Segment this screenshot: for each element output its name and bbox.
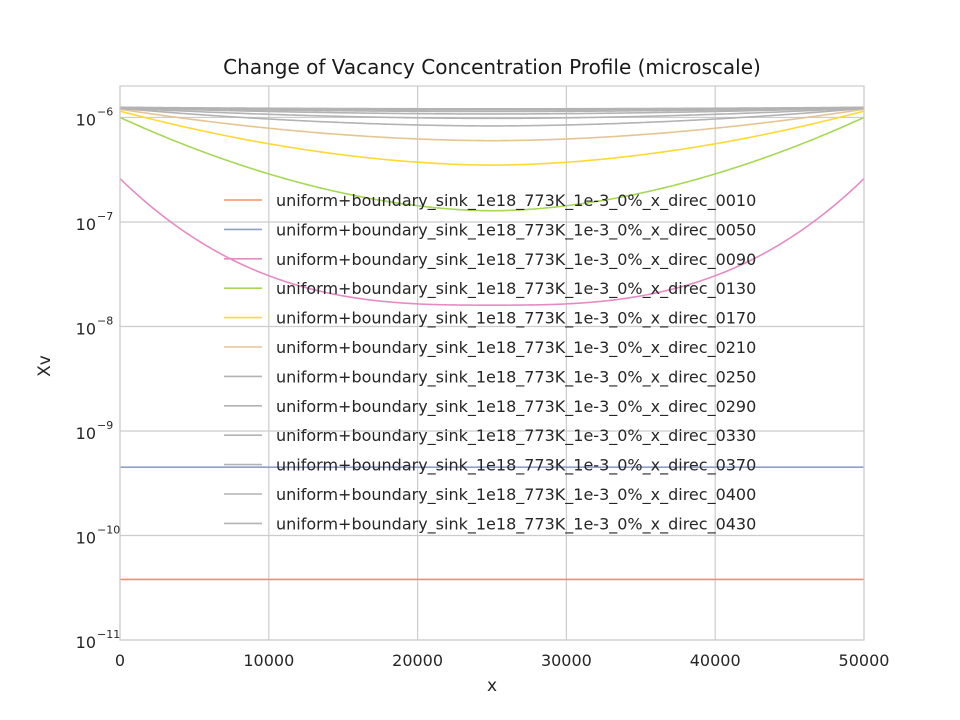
legend-entry: uniform+boundary_sink_1e18_773K_1e-3_0%_…: [276, 397, 756, 417]
plot-frame: [119, 85, 865, 641]
x-tick-label: 10000: [243, 651, 294, 670]
series-line: [119, 110, 865, 166]
legend-entry: uniform+boundary_sink_1e18_773K_1e-3_0%_…: [276, 220, 756, 240]
legend-entry: uniform+boundary_sink_1e18_773K_1e-3_0%_…: [276, 367, 756, 387]
y-tick-exponent: −6: [97, 105, 113, 118]
x-tick-label: 20000: [392, 651, 443, 670]
series-line: [119, 106, 865, 113]
legend-entry: uniform+boundary_sink_1e18_773K_1e-3_0%_…: [276, 191, 756, 211]
legend: uniform+boundary_sink_1e18_773K_1e-3_0%_…: [224, 191, 756, 534]
x-tick-label: 50000: [839, 651, 890, 670]
y-tick-exponent: −9: [97, 419, 113, 432]
y-tick-exponent: −8: [97, 314, 113, 327]
y-tick-label: 10: [76, 215, 96, 234]
series-line: [119, 106, 865, 110]
legend-entry: uniform+boundary_sink_1e18_773K_1e-3_0%_…: [276, 309, 756, 329]
series-line: [119, 106, 865, 115]
legend-entry: uniform+boundary_sink_1e18_773K_1e-3_0%_…: [276, 514, 756, 534]
series-line: [119, 107, 865, 127]
series-line: [119, 108, 865, 142]
legend-entry: uniform+boundary_sink_1e18_773K_1e-3_0%_…: [276, 426, 756, 446]
y-axis-label: Xv: [35, 355, 55, 377]
chart-title: Change of Vacancy Concentration Profile …: [223, 55, 761, 79]
x-axis-label: x: [487, 676, 497, 696]
series-line: [119, 116, 865, 212]
legend-entry: uniform+boundary_sink_1e18_773K_1e-3_0%_…: [276, 250, 756, 270]
y-tick-label: 10: [76, 528, 96, 547]
x-tick-label: 0: [115, 651, 125, 670]
legend-entry: uniform+boundary_sink_1e18_773K_1e-3_0%_…: [276, 485, 756, 505]
x-tick-label: 30000: [541, 651, 592, 670]
x-tick-label: 40000: [690, 651, 741, 670]
x-tick-labels: 0 10000 20000 30000 40000 50000: [115, 651, 890, 670]
legend-entry: uniform+boundary_sink_1e18_773K_1e-3_0%_…: [276, 456, 756, 476]
y-tick-label: 10: [76, 319, 96, 338]
y-tick-label: 10: [76, 633, 96, 652]
series-lines: [119, 106, 865, 581]
plot-area: [120, 86, 864, 640]
series-line: [119, 107, 865, 120]
series-line: [119, 178, 865, 306]
grid: [119, 86, 865, 641]
y-tick-exponent: −7: [97, 210, 113, 223]
y-tick-label: 10: [76, 110, 96, 129]
legend-entry: uniform+boundary_sink_1e18_773K_1e-3_0%_…: [276, 279, 756, 299]
y-tick-label: 10: [76, 424, 96, 443]
y-tick-exponent: −10: [97, 523, 120, 536]
y-tick-exponent: −11: [97, 628, 120, 641]
legend-entry: uniform+boundary_sink_1e18_773K_1e-3_0%_…: [276, 338, 756, 358]
